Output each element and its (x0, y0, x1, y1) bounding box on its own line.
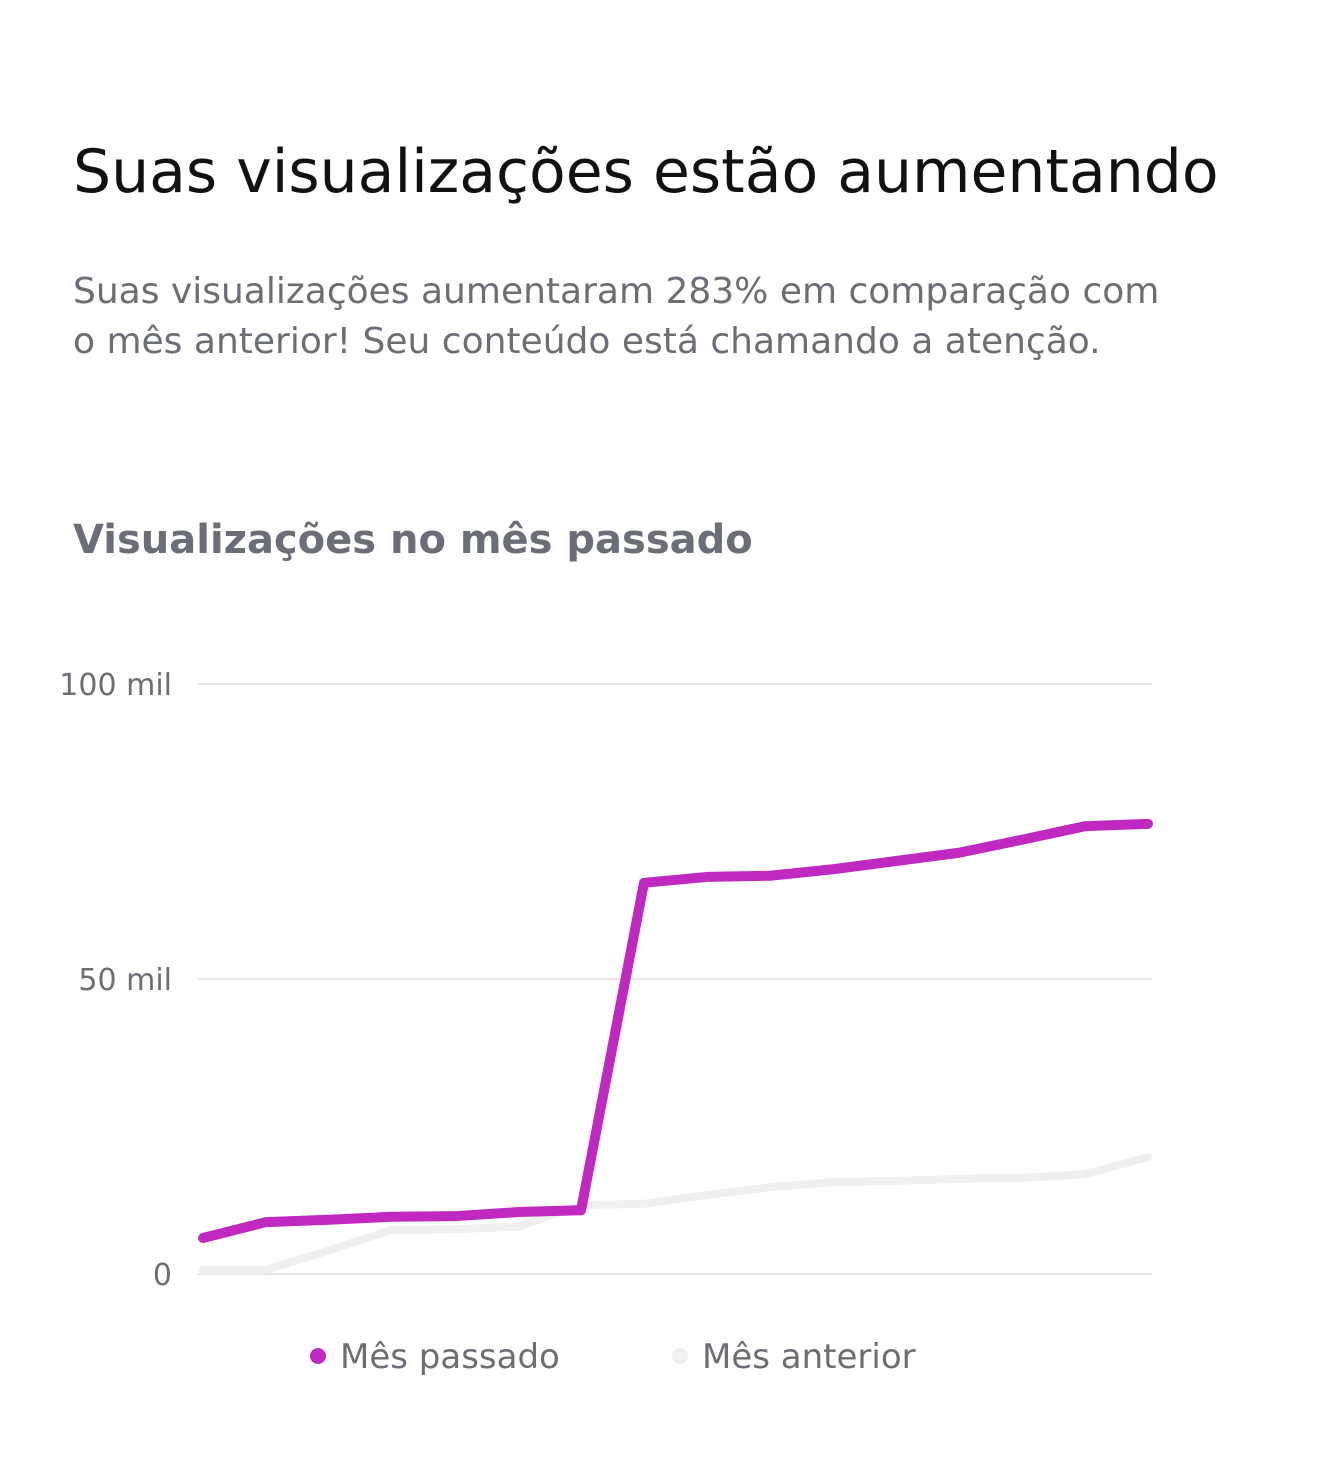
page-title: Suas visualizações estão aumentando (73, 137, 1219, 207)
legend-marker (672, 1348, 688, 1364)
legend-label: Mês anterior (702, 1337, 916, 1377)
y-tick-label: 0 (153, 1258, 172, 1293)
legend-label: Mês passado (340, 1337, 560, 1377)
y-tick-label: 50 mil (78, 963, 172, 998)
series-line (198, 818, 1153, 1244)
y-tick-label: 100 mil (59, 668, 172, 703)
legend-marker (310, 1348, 326, 1364)
description: Suas visualizações aumentaram 283% em co… (73, 271, 1159, 312)
series-line (199, 1153, 1152, 1274)
description: o mês anterior! Seu conteúdo está chaman… (73, 321, 1101, 362)
chart-title: Visualizações no mês passado (73, 517, 753, 563)
